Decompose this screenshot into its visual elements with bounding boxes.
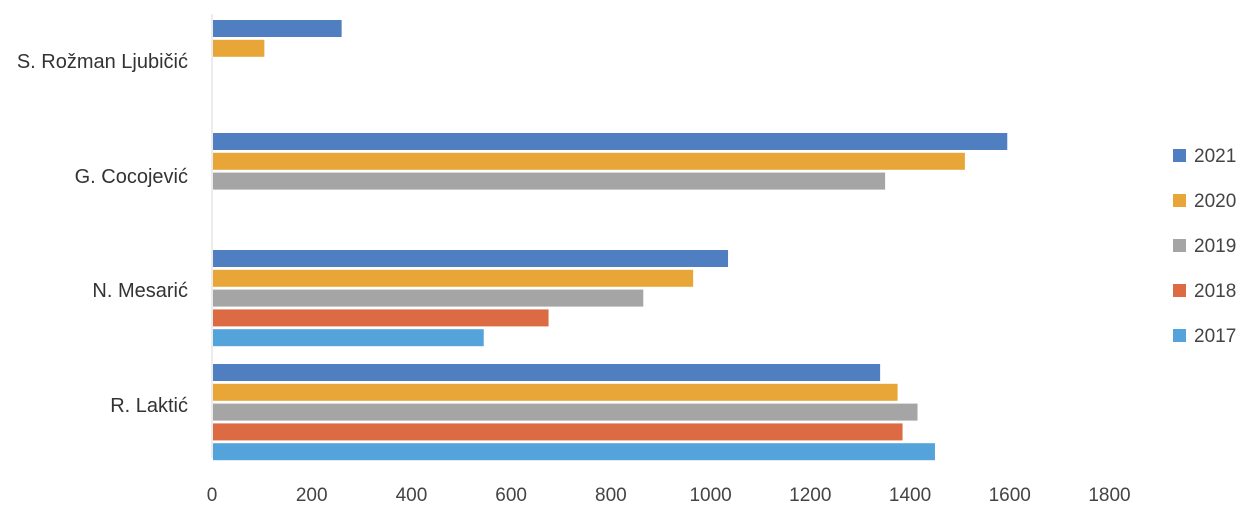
bar-2021 <box>213 364 881 381</box>
bar-2021 <box>213 250 729 267</box>
legend-swatch-2020 <box>1173 194 1186 207</box>
legend-swatch-2017 <box>1173 329 1186 342</box>
bar-2019 <box>213 172 886 190</box>
bar-2017 <box>213 329 484 347</box>
bar-2020 <box>213 39 265 57</box>
bars-group <box>213 20 1008 461</box>
bar-2021 <box>213 133 1008 150</box>
x-tick-label: 1000 <box>689 485 731 506</box>
x-tick-label: 1800 <box>1088 485 1130 506</box>
category-labels: S. Rožman Ljubičić G. Cocojević N. Mesarić… <box>17 51 188 417</box>
legend-label-2017: 2017 <box>1194 326 1236 347</box>
legend-swatch-2018 <box>1173 284 1186 297</box>
category-label: S. Rožman Ljubičić <box>17 51 188 73</box>
x-tick-label: 1600 <box>989 485 1031 506</box>
legend-label-2019: 2019 <box>1194 236 1236 257</box>
bar-2021 <box>213 20 342 37</box>
bar-2020 <box>213 152 965 170</box>
bar-2018 <box>213 309 549 327</box>
bar-2020 <box>213 269 694 287</box>
x-tick-labels: 0 200 400 600 800 1000 1200 1400 1600 1800 <box>207 485 1131 506</box>
bar-2017 <box>213 443 935 461</box>
bar-2018 <box>213 423 903 441</box>
legend-label-2018: 2018 <box>1194 281 1236 302</box>
legend-swatch-2019 <box>1173 239 1186 252</box>
x-tick-label: 400 <box>396 485 428 506</box>
x-tick-label: 0 <box>207 485 218 506</box>
bar-2019 <box>213 403 918 421</box>
category-label: G. Cocojević <box>75 166 188 188</box>
category-label: R. Laktić <box>110 395 188 417</box>
x-tick-label: 1200 <box>789 485 831 506</box>
legend-swatch-2021 <box>1173 149 1186 162</box>
legend-label-2021: 2021 <box>1194 146 1236 167</box>
bar-2019 <box>213 289 644 307</box>
legend-label-2020: 2020 <box>1194 191 1236 212</box>
x-tick-label: 200 <box>296 485 328 506</box>
x-tick-label: 1400 <box>889 485 931 506</box>
x-tick-label: 800 <box>595 485 627 506</box>
legend: 2021 2020 2019 2018 2017 <box>1173 146 1236 347</box>
x-tick-label: 600 <box>495 485 527 506</box>
bar-2020 <box>213 383 898 401</box>
category-label: N. Mesarić <box>92 280 188 302</box>
